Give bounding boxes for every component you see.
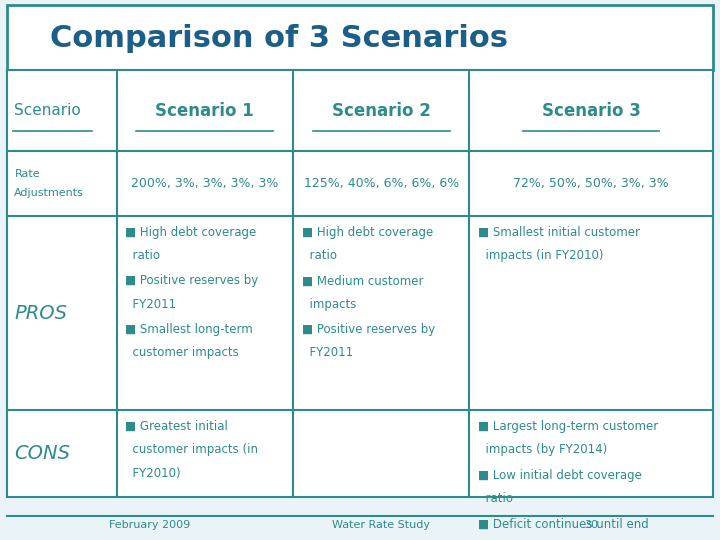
Text: ratio: ratio xyxy=(125,249,161,262)
Text: Water Rate Study: Water Rate Study xyxy=(332,520,430,530)
Text: 200%, 3%, 3%, 3%, 3%: 200%, 3%, 3%, 3%, 3% xyxy=(131,177,279,190)
Text: ■ Smallest initial customer: ■ Smallest initial customer xyxy=(478,226,640,239)
Text: ratio: ratio xyxy=(302,249,337,262)
Text: ■ Medium customer: ■ Medium customer xyxy=(302,274,423,287)
Text: 125%, 40%, 6%, 6%, 6%: 125%, 40%, 6%, 6%, 6% xyxy=(304,177,459,190)
Text: February 2009: February 2009 xyxy=(109,520,191,530)
Text: ■ Largest long-term customer: ■ Largest long-term customer xyxy=(478,420,658,433)
Text: Scenario: Scenario xyxy=(14,103,81,118)
Text: Scenario 2: Scenario 2 xyxy=(332,102,431,120)
Text: impacts: impacts xyxy=(302,298,356,310)
Text: impacts (by FY2014): impacts (by FY2014) xyxy=(478,443,607,456)
Text: Scenario 1: Scenario 1 xyxy=(156,102,254,120)
Bar xyxy=(7,70,713,497)
Text: Comparison of 3 Scenarios: Comparison of 3 Scenarios xyxy=(50,24,508,53)
Text: ■ High debt coverage: ■ High debt coverage xyxy=(125,226,256,239)
Text: CONS: CONS xyxy=(14,444,71,463)
Text: Adjustments: Adjustments xyxy=(14,188,84,198)
Text: ■ Positive reserves by: ■ Positive reserves by xyxy=(302,323,435,336)
Text: FY2011: FY2011 xyxy=(302,346,353,359)
Text: ■ Greatest initial: ■ Greatest initial xyxy=(125,420,228,433)
FancyBboxPatch shape xyxy=(7,5,713,70)
Text: 30: 30 xyxy=(584,520,598,530)
Text: ■ Smallest long-term: ■ Smallest long-term xyxy=(125,323,253,336)
Text: customer impacts: customer impacts xyxy=(125,346,239,359)
Text: ■ Positive reserves by: ■ Positive reserves by xyxy=(125,274,258,287)
Text: Rate: Rate xyxy=(14,169,40,179)
Text: FY2011: FY2011 xyxy=(125,298,176,310)
Text: 72%, 50%, 50%, 3%, 3%: 72%, 50%, 50%, 3%, 3% xyxy=(513,177,669,190)
Text: ■ Low initial debt coverage: ■ Low initial debt coverage xyxy=(478,469,642,482)
Text: Scenario 3: Scenario 3 xyxy=(541,102,641,120)
Text: impacts (in FY2010): impacts (in FY2010) xyxy=(478,249,603,262)
Text: ■ Deficit continues until end: ■ Deficit continues until end xyxy=(478,517,649,530)
Text: PROS: PROS xyxy=(14,303,68,323)
Text: ratio: ratio xyxy=(478,492,513,505)
Text: customer impacts (in: customer impacts (in xyxy=(125,443,258,456)
Text: ■ High debt coverage: ■ High debt coverage xyxy=(302,226,433,239)
Text: FY2010): FY2010) xyxy=(125,467,181,480)
